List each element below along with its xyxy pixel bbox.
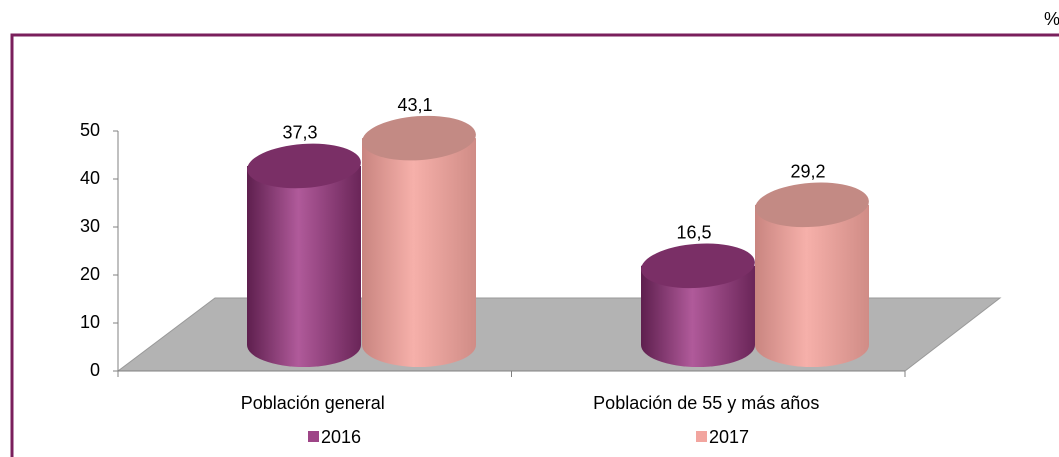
cylinder-top: [755, 182, 869, 228]
cylinder: [755, 182, 869, 367]
cylinder: [362, 115, 476, 367]
x-tick-label: Población de 55 y más años: [593, 393, 819, 413]
legend-swatch: [308, 431, 319, 442]
frame: [10, 33, 1059, 457]
unit-label: %: [1044, 9, 1059, 29]
value-label: 43,1: [397, 95, 432, 115]
y-tick-label: 20: [80, 264, 100, 284]
value-label: 16,5: [676, 223, 711, 243]
cylinder-body: [362, 138, 476, 367]
value-label: 37,3: [282, 123, 317, 143]
legend-label: 2017: [709, 427, 749, 447]
legend-swatch: [696, 431, 707, 442]
y-tick-label: 30: [80, 216, 100, 236]
value-label: 29,2: [790, 162, 825, 182]
cylinder-top: [247, 143, 361, 189]
x-tick-label: Población general: [241, 393, 385, 413]
y-tick-label: 40: [80, 168, 100, 188]
legend-label: 2016: [321, 427, 361, 447]
y-tick-label: 0: [90, 360, 100, 380]
cylinder-body: [247, 165, 361, 367]
y-tick-label: 10: [80, 312, 100, 332]
cylinder: [641, 243, 755, 367]
cylinder: [247, 143, 361, 367]
cylinder-body: [641, 265, 755, 367]
cylinder-top: [641, 243, 755, 289]
cylinder-top: [362, 115, 476, 161]
cylinder-body: [755, 204, 869, 367]
y-tick-label: 50: [80, 120, 100, 140]
